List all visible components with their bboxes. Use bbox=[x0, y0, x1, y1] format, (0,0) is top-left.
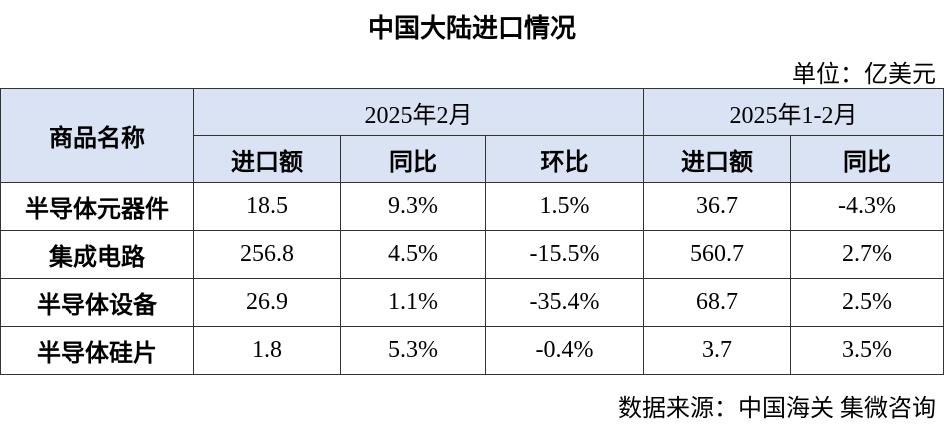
header-row: 商品名称 2025年2月 2025年1-2月 bbox=[0, 88, 944, 183]
table-body: 商品名称 2025年2月 2025年1-2月 进口额 同比 环比 进口额 同比 半导体元器件 18… bbox=[0, 88, 944, 375]
cell: 9.3% bbox=[340, 182, 486, 231]
cell: 26.9 bbox=[193, 278, 341, 327]
cell: -35.4% bbox=[484, 278, 645, 327]
cell: 256.8 bbox=[193, 230, 341, 279]
group-header: 2025年1-2月 bbox=[643, 88, 944, 136]
row-name: 半导体设备 bbox=[0, 278, 194, 327]
cell: 1.5% bbox=[484, 182, 645, 231]
cell: -0.4% bbox=[484, 326, 645, 375]
import-table: 商品名称 2025年2月 2025年1-2月 进口额 同比 环比 进口额 同比 半导体元器件 18… bbox=[0, 88, 944, 375]
cell: 5.3% bbox=[340, 326, 486, 375]
row-name: 半导体元器件 bbox=[0, 182, 194, 231]
cell: 3.5% bbox=[790, 326, 944, 375]
data-row: 半导体硅片 1.8 5.3% -0.4% 3.7 3.5% bbox=[0, 326, 944, 375]
cell: 3.7 bbox=[643, 326, 792, 375]
data-row: 半导体设备 26.9 1.1% -35.4% 68.7 2.5% bbox=[0, 278, 944, 327]
column-header: 同比 bbox=[790, 135, 944, 183]
cell: -15.5% bbox=[484, 230, 645, 279]
row-name: 集成电路 bbox=[0, 230, 194, 279]
data-row: 半导体元器件 18.5 9.3% 1.5% 36.7 -4.3% bbox=[0, 182, 944, 231]
column-header: 环比 bbox=[484, 135, 645, 183]
column-header: 进口额 bbox=[643, 135, 792, 183]
group-header: 2025年2月 bbox=[192, 88, 645, 136]
column-header: 同比 bbox=[340, 135, 486, 183]
cell: 1.1% bbox=[340, 278, 486, 327]
cell: 68.7 bbox=[643, 278, 792, 327]
cell: 2.5% bbox=[790, 278, 944, 327]
corner-header: 商品名称 bbox=[0, 88, 194, 183]
row-name: 半导体硅片 bbox=[0, 326, 194, 375]
title: 中国大陆进口情况 bbox=[367, 14, 576, 43]
source-note: 数据来源：中国海关 集微咨询 bbox=[618, 396, 936, 422]
cell: 4.5% bbox=[340, 230, 486, 279]
unit-label: 单位：亿美元 bbox=[792, 62, 936, 88]
cell: 1.8 bbox=[193, 326, 341, 375]
subheader-row: 进口额 同比 环比 进口额 同比 bbox=[1, 135, 944, 183]
cell: -4.3% bbox=[790, 182, 944, 231]
data-row: 集成电路 256.8 4.5% -15.5% 560.7 2.7% bbox=[0, 230, 944, 279]
cell: 18.5 bbox=[193, 182, 341, 231]
column-header: 进口额 bbox=[193, 135, 341, 183]
cell: 560.7 bbox=[643, 230, 792, 279]
cell: 2.7% bbox=[790, 230, 944, 279]
cell: 36.7 bbox=[643, 182, 792, 231]
